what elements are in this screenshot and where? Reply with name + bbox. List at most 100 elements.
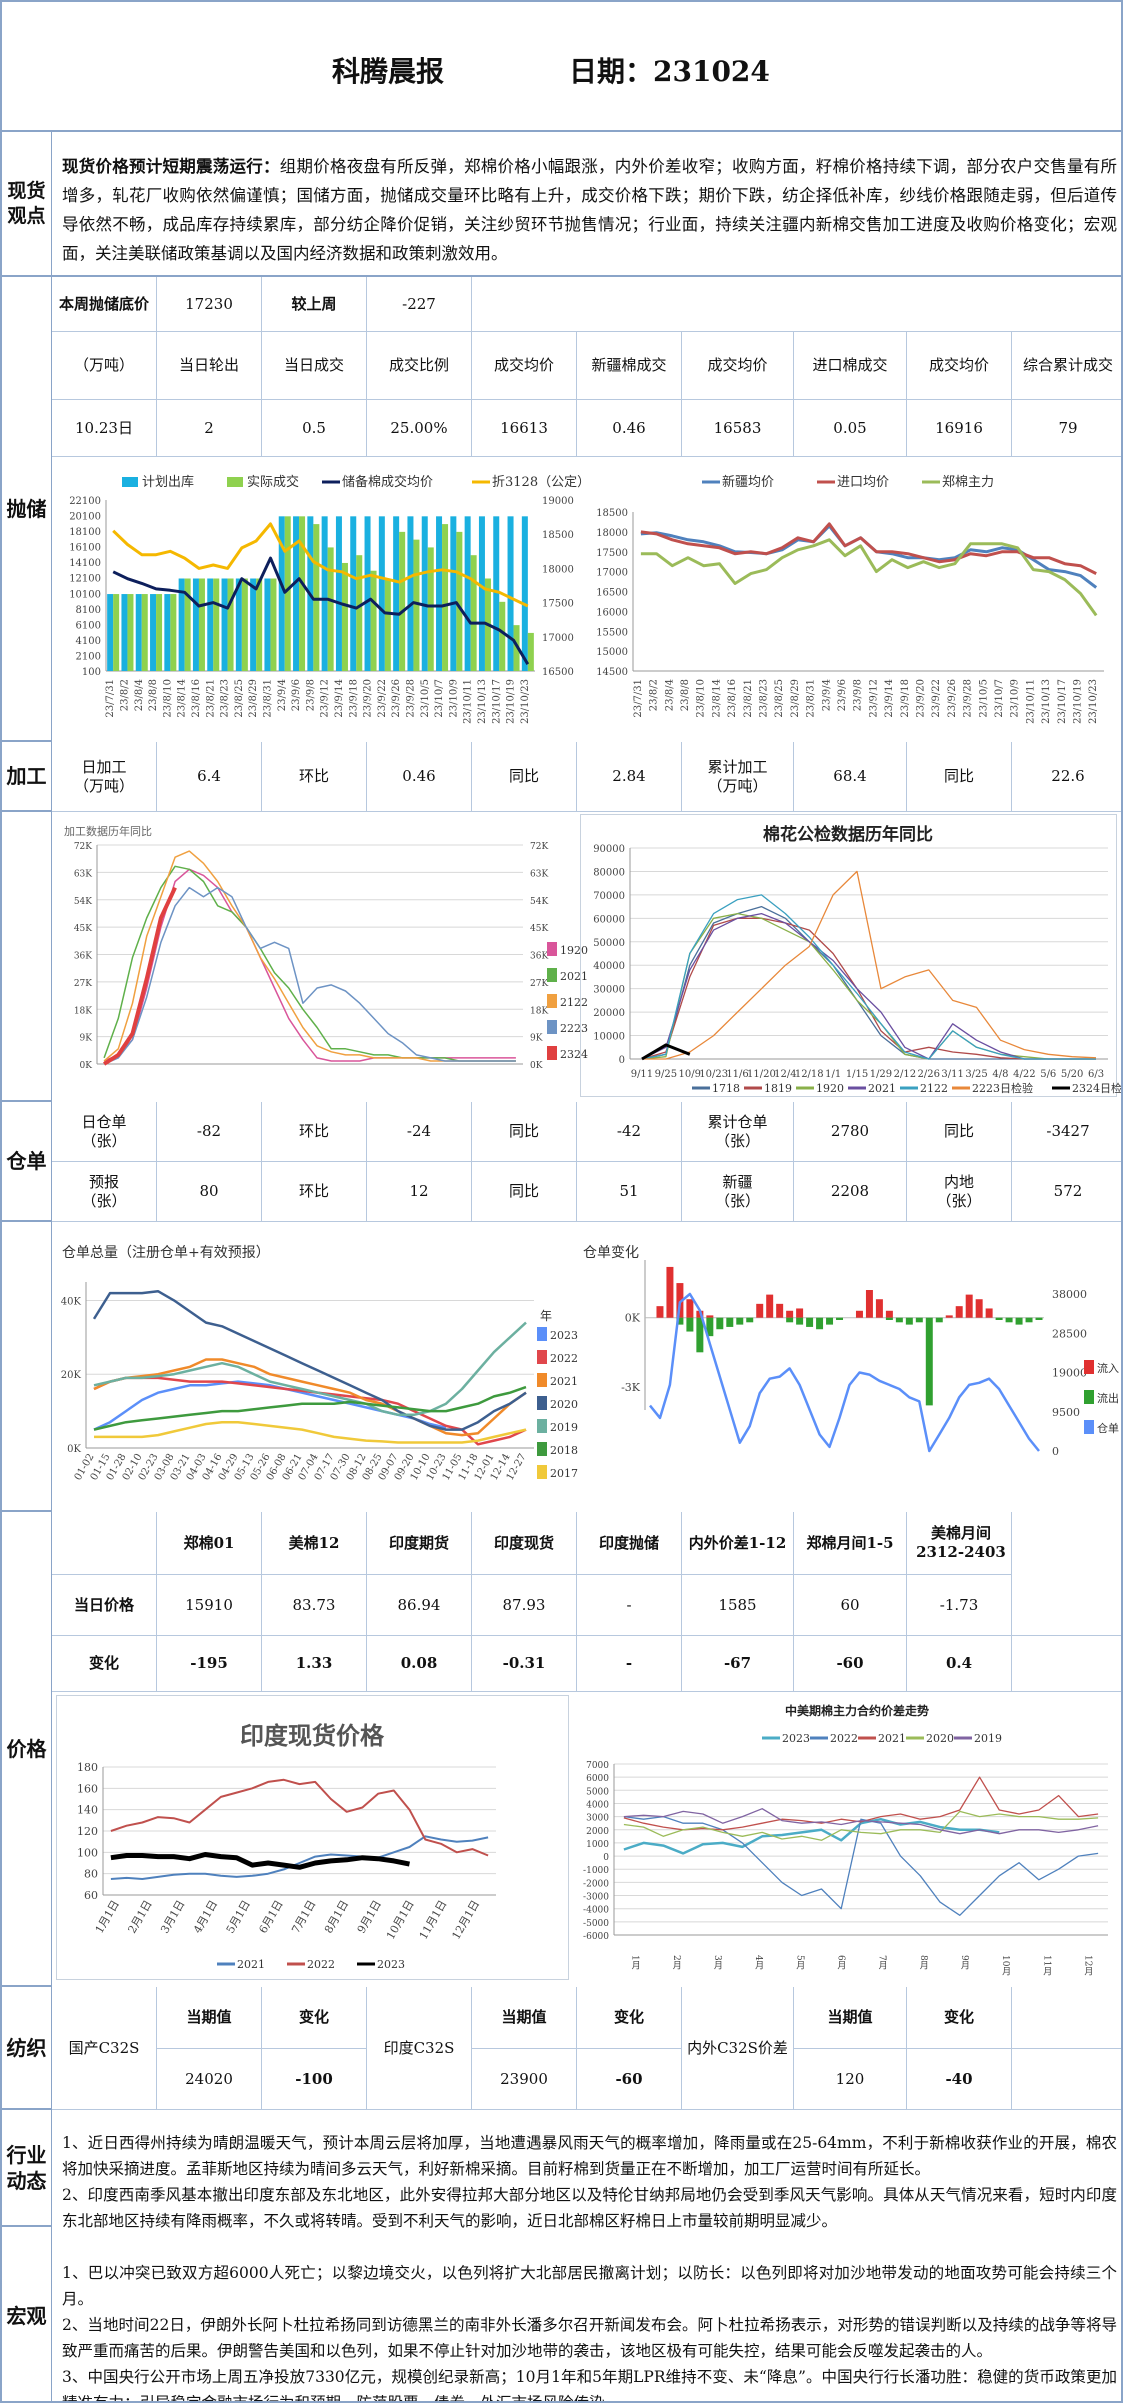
bar-实际成交 (384, 578, 391, 671)
bar-流入 (686, 1299, 694, 1318)
y-tick-label: 72K (74, 842, 92, 852)
x-tick-label: 23/10/19 (1072, 679, 1083, 724)
warehouse-label: 同比 (907, 1102, 1012, 1162)
legend-item[interactable]: 进口均价 (817, 475, 889, 490)
bar-实际成交 (313, 524, 320, 671)
legend-label: 2122 (560, 996, 588, 1009)
bar-实际成交 (198, 578, 205, 671)
legend-swatch (537, 1419, 547, 1433)
x-tick-label: 23/7/31 (633, 679, 644, 718)
x-tick-label: 23/9/12 (320, 679, 331, 718)
legend-item[interactable]: 郑棉主力 (922, 475, 994, 490)
legend-item[interactable]: 2223日检验 (952, 1081, 1033, 1095)
y-tick-label: 3000 (586, 1814, 609, 1824)
legend-item[interactable]: 2023 (762, 1732, 810, 1745)
legend-swatch (1084, 1420, 1094, 1434)
legend-item[interactable]: 2022 (537, 1350, 578, 1365)
legend-item[interactable]: 实际成交 (227, 474, 299, 490)
legend-item[interactable]: 2022 (287, 1958, 335, 1971)
series-line-储备棉成交均价 (112, 556, 530, 665)
bar-流入 (975, 1299, 983, 1318)
legend-item[interactable]: 1718 (692, 1082, 740, 1095)
legend-item[interactable]: 2223 (547, 1020, 588, 1035)
table-cell: 16613 (472, 400, 577, 457)
y2-tick-label: 27K (530, 979, 548, 989)
y-tick-label: 60 (84, 1889, 98, 1902)
y-tick-label: 1000 (586, 1840, 609, 1850)
series-line-2223 (103, 886, 516, 1065)
legend-item[interactable]: 流入 (1084, 1360, 1119, 1375)
macro-item: 3、中国央行公开市场上周五净投放7330亿元，规模创纪录新高；10月1年和5年期… (62, 2368, 1117, 2403)
legend-item[interactable]: 新疆均价 (702, 474, 774, 490)
legend-item[interactable]: 计划出库 (122, 474, 194, 490)
bar-流出 (786, 1317, 794, 1323)
legend-item[interactable]: 2019 (954, 1732, 1002, 1745)
legend-item[interactable]: 2021 (858, 1732, 906, 1745)
legend-item[interactable]: 2020 (906, 1732, 954, 1745)
x-tick-label: 23/10/9 (448, 679, 459, 718)
x-tick-label: 23/9/20 (363, 679, 374, 718)
macro-news: 1、巴以冲突已致双方超6000人死亡；以黎边境交火，以色列将扩大北部居民撤离计划… (62, 2260, 1117, 2403)
processing-label: 日加工 （万吨） (52, 742, 157, 812)
y-tick-label: 160 (77, 1782, 98, 1795)
processing-label: 环比 (262, 742, 367, 812)
legend-item[interactable]: 2023 (537, 1327, 578, 1342)
table-cell: 2 (157, 400, 262, 457)
legend-item[interactable]: 2021 (547, 968, 588, 983)
warehouse-value: -82 (157, 1102, 262, 1162)
y-tick-label: 70000 (593, 891, 625, 902)
y-tick-label: -3K (621, 1381, 641, 1394)
bar-实际成交 (356, 555, 363, 671)
x-tick-label: 23/9/22 (377, 679, 388, 718)
bar-流入 (676, 1283, 684, 1318)
legend-item[interactable]: 1920 (547, 942, 588, 957)
section-label-blank (2, 1222, 52, 1512)
legend-item[interactable]: 储备棉成交均价 (322, 474, 433, 490)
legend-item[interactable]: 2021 (848, 1082, 896, 1095)
legend-item[interactable]: 2017 (537, 1465, 578, 1480)
y2-tick-label: 18K (530, 1006, 548, 1016)
x-tick-label: 23/8/29 (248, 679, 259, 718)
y-tick-label: 80 (84, 1868, 98, 1881)
legend-item[interactable]: 2018 (537, 1442, 578, 1457)
legend-item[interactable]: 2019 (537, 1419, 578, 1434)
y2-tick-label: 36K (530, 952, 548, 962)
legend-item[interactable]: 折3128（公定） (472, 475, 590, 490)
x-tick-label: 23/8/16 (191, 679, 202, 718)
x-tick-label: 2/12 (894, 1069, 916, 1080)
legend-swatch (537, 1373, 547, 1387)
legend-swatch (547, 1020, 557, 1034)
processing-value: 2.84 (577, 742, 682, 812)
warehouse-label: 环比 (262, 1162, 367, 1222)
x-tick-label: 1/29 (870, 1069, 892, 1080)
legend-item[interactable]: 2023 (357, 1958, 405, 1971)
legend-item[interactable]: 2021 (217, 1958, 265, 1971)
table-header: 当日成交 (262, 332, 367, 400)
legend-item[interactable]: 2122 (547, 994, 588, 1009)
legend-item[interactable]: 1920 (796, 1082, 844, 1095)
y-tick-label: 0K (625, 1312, 641, 1325)
legend-item[interactable]: 2324日检验 (1052, 1081, 1123, 1095)
legend-item[interactable]: 2021 (537, 1373, 578, 1388)
series-line-2021 (103, 865, 516, 1062)
y-tick-label: 100 (82, 667, 101, 678)
legend-item[interactable]: 流出 (1084, 1390, 1119, 1405)
legend-item[interactable]: 2022 (810, 1732, 858, 1745)
bar-流出 (746, 1317, 754, 1323)
bar-计划出库 (192, 578, 199, 671)
legend-item[interactable]: 1819 (744, 1082, 792, 1095)
x-tick-label: 12/18 (795, 1069, 824, 1080)
bar-计划出库 (235, 578, 242, 671)
legend-item[interactable]: 2324 (547, 1046, 588, 1061)
bar-流出 (925, 1317, 933, 1406)
bar-流入 (965, 1294, 973, 1318)
legend-item[interactable]: 2122 (900, 1082, 948, 1095)
x-tick-label: 23/9/18 (900, 679, 911, 718)
legend-label: 流出 (1097, 1391, 1119, 1405)
bar-流出 (706, 1317, 714, 1337)
legend-label: 2023 (782, 1732, 810, 1745)
legend-item[interactable]: 2020 (537, 1396, 578, 1411)
report-date: 日期：231024 (569, 55, 770, 88)
legend-item[interactable]: 仓单 (1084, 1420, 1119, 1435)
industry-news: 1、近日西得州持续为晴朗温暖天气，预计本周云层将加厚，当地遭遇暴风雨天气的概率增… (62, 2130, 1117, 2234)
